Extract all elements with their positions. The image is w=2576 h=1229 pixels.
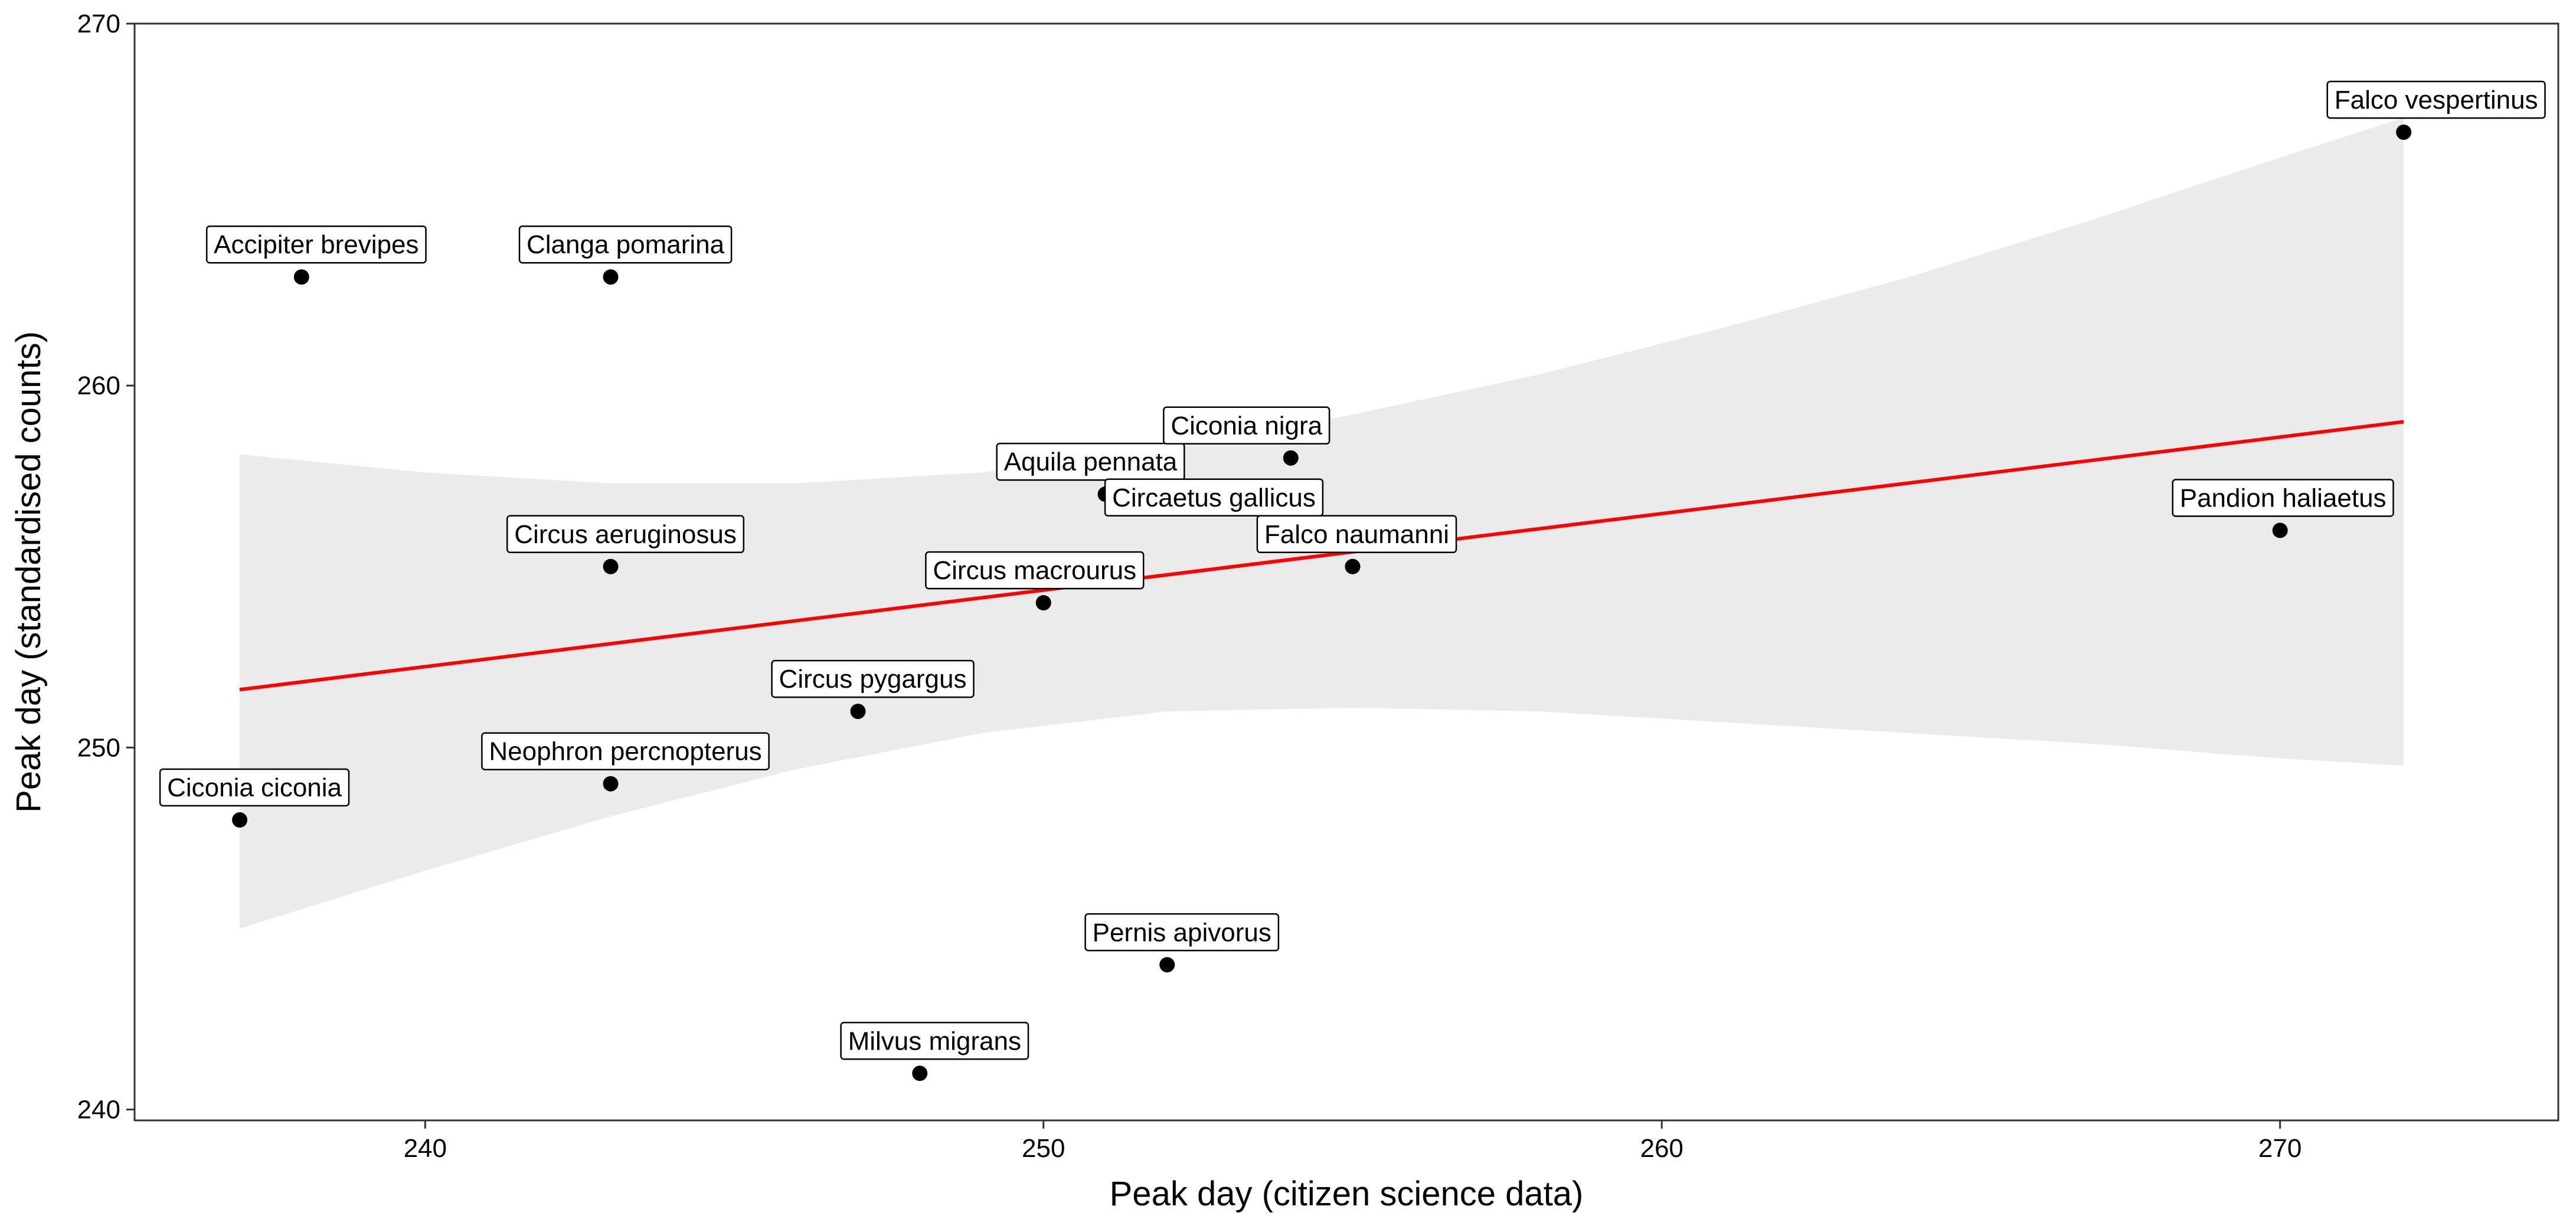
point-label: Ciconia ciconia bbox=[159, 768, 350, 807]
point-label: Pernis apivorus bbox=[1084, 913, 1280, 952]
y-tick-label: 270 bbox=[77, 9, 120, 38]
point-label-text: Ciconia nigra bbox=[1171, 411, 1322, 440]
point-label-text: Circus pygargus bbox=[779, 665, 967, 694]
data-point bbox=[1035, 595, 1051, 611]
point-label: Clanga pomarina bbox=[518, 225, 733, 264]
point-label-box bbox=[506, 515, 745, 554]
point-label-box bbox=[1084, 913, 1280, 952]
point-label-text: Falco naumanni bbox=[1264, 520, 1449, 549]
y-axis: 240 250 260 270 bbox=[77, 9, 135, 1125]
point-label-text: Aquila pennata bbox=[1004, 447, 1178, 476]
point-label: Circus aeruginosus bbox=[506, 515, 745, 554]
x-tick-label: 240 bbox=[404, 1134, 447, 1163]
y-tick-label: 250 bbox=[77, 733, 120, 762]
point-label-box bbox=[518, 225, 733, 264]
x-tick-label: 270 bbox=[2258, 1134, 2302, 1163]
point-label: Ciconia nigra bbox=[1163, 406, 1331, 445]
data-point bbox=[850, 704, 866, 720]
x-tick-label: 250 bbox=[1022, 1134, 1065, 1163]
x-axis: 240 250 260 270 bbox=[404, 1120, 2302, 1163]
point-label: Accipiter brevipes bbox=[205, 225, 427, 264]
data-point bbox=[1283, 450, 1299, 466]
point-label: Falco naumanni bbox=[1256, 515, 1457, 554]
x-axis-title: Peak day (citizen science data) bbox=[1110, 1175, 1584, 1213]
data-point bbox=[293, 269, 309, 285]
data-point bbox=[1345, 558, 1361, 574]
point-label-box bbox=[481, 732, 770, 770]
point-label-box bbox=[205, 225, 427, 264]
point-label-box bbox=[996, 442, 1185, 481]
point-label-box bbox=[925, 551, 1145, 590]
y-tick-label: 240 bbox=[77, 1096, 120, 1125]
point-label-box bbox=[840, 1022, 1029, 1060]
data-point bbox=[232, 812, 248, 828]
point-label-text: Falco vespertinus bbox=[2335, 86, 2538, 115]
data-point bbox=[2272, 522, 2288, 538]
point-label-text: Ciconia ciconia bbox=[167, 773, 342, 802]
points-layer bbox=[232, 124, 2412, 1081]
point-label: Pandion haliaetus bbox=[2172, 479, 2394, 517]
point-label-text: Milvus migrans bbox=[848, 1027, 1021, 1055]
data-point bbox=[2396, 124, 2412, 140]
point-labels-layer: Ciconia ciconia Accipiter brevipes Clanga … bbox=[159, 80, 2546, 1060]
trend-line bbox=[239, 420, 2404, 692]
point-label-box bbox=[771, 659, 975, 698]
point-label-text: Clanga pomarina bbox=[527, 230, 725, 259]
data-point bbox=[603, 558, 619, 574]
point-label: Circus macrourus bbox=[925, 551, 1145, 590]
point-label: Circaetus gallicus bbox=[1104, 478, 1324, 517]
data-point bbox=[912, 1065, 928, 1081]
y-axis-title: Peak day (standardised counts) bbox=[9, 331, 48, 813]
point-label-box bbox=[1104, 478, 1324, 517]
data-point bbox=[603, 776, 619, 792]
point-label-text: Circaetus gallicus bbox=[1112, 483, 1316, 512]
trend-line-layer bbox=[239, 420, 2404, 692]
point-label-box bbox=[2326, 80, 2546, 119]
plot-panel-border bbox=[133, 22, 2559, 1122]
x-tick-label: 260 bbox=[1640, 1134, 1683, 1163]
point-label-box bbox=[1163, 406, 1331, 445]
point-label-box bbox=[1256, 515, 1457, 554]
point-label-text: Neophron percnopterus bbox=[489, 737, 761, 766]
y-tick-label: 260 bbox=[77, 371, 120, 400]
point-label: Aquila pennata bbox=[996, 442, 1185, 481]
point-label-box bbox=[159, 768, 350, 807]
point-label-text: Circus macrourus bbox=[933, 556, 1136, 585]
point-label-text: Pernis apivorus bbox=[1093, 918, 1271, 947]
point-label-text: Circus aeruginosus bbox=[514, 520, 737, 549]
point-label: Circus pygargus bbox=[771, 659, 975, 698]
point-label: Falco vespertinus bbox=[2326, 80, 2546, 119]
point-label: Milvus migrans bbox=[840, 1022, 1029, 1060]
point-label: Neophron percnopterus bbox=[481, 732, 770, 770]
point-label-box bbox=[2172, 479, 2394, 517]
data-point bbox=[1159, 957, 1175, 973]
point-label-text: Accipiter brevipes bbox=[214, 230, 419, 259]
data-point bbox=[603, 269, 619, 285]
point-label-text: Pandion haliaetus bbox=[2180, 483, 2387, 512]
